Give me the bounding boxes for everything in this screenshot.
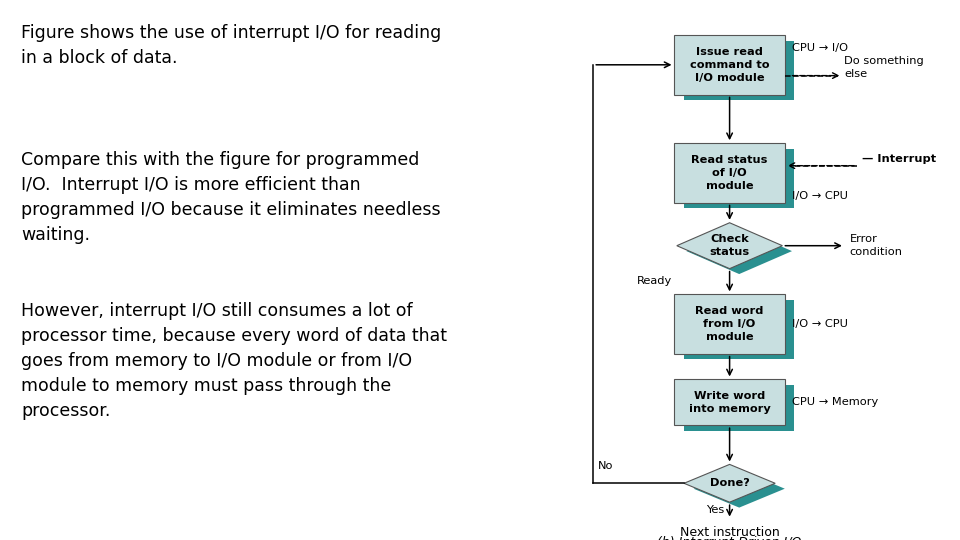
FancyBboxPatch shape bbox=[684, 148, 795, 208]
Polygon shape bbox=[686, 228, 792, 274]
Text: Read status
of I/O
module: Read status of I/O module bbox=[691, 155, 768, 191]
Text: Read word
from I/O
module: Read word from I/O module bbox=[695, 306, 764, 342]
Text: Issue read
command to
I/O module: Issue read command to I/O module bbox=[690, 47, 769, 83]
FancyBboxPatch shape bbox=[684, 300, 795, 359]
Text: Do something
else: Do something else bbox=[845, 56, 924, 79]
Text: No: No bbox=[598, 461, 613, 471]
FancyBboxPatch shape bbox=[684, 384, 795, 431]
Text: Compare this with the figure for programmed
I/O.  Interrupt I/O is more efficien: Compare this with the figure for program… bbox=[21, 151, 441, 244]
Text: Yes: Yes bbox=[706, 505, 725, 515]
FancyBboxPatch shape bbox=[684, 40, 795, 100]
FancyBboxPatch shape bbox=[674, 35, 784, 94]
Text: (b) Interrupt-Driven I/O: (b) Interrupt-Driven I/O bbox=[658, 536, 802, 540]
Text: — Interrupt: — Interrupt bbox=[861, 153, 936, 164]
FancyBboxPatch shape bbox=[674, 294, 784, 354]
Text: I/O → CPU: I/O → CPU bbox=[793, 191, 849, 201]
FancyBboxPatch shape bbox=[674, 379, 784, 426]
Text: I/O → CPU: I/O → CPU bbox=[793, 319, 849, 329]
Text: Done?: Done? bbox=[709, 478, 750, 488]
Text: Error
condition: Error condition bbox=[850, 234, 902, 257]
Polygon shape bbox=[684, 464, 776, 502]
Text: Write word
into memory: Write word into memory bbox=[688, 391, 771, 414]
Text: Check
status: Check status bbox=[709, 234, 750, 257]
Text: However, interrupt I/O still consumes a lot of
processor time, because every wor: However, interrupt I/O still consumes a … bbox=[21, 302, 447, 421]
Text: CPU → I/O: CPU → I/O bbox=[793, 43, 849, 53]
Text: Next instruction: Next instruction bbox=[680, 526, 780, 539]
Polygon shape bbox=[677, 222, 782, 268]
Text: Figure shows the use of interrupt I/O for reading
in a block of data.: Figure shows the use of interrupt I/O fo… bbox=[21, 24, 442, 68]
Polygon shape bbox=[693, 470, 784, 508]
Text: Ready: Ready bbox=[636, 276, 672, 287]
FancyBboxPatch shape bbox=[674, 143, 784, 202]
Text: CPU → Memory: CPU → Memory bbox=[793, 397, 878, 407]
